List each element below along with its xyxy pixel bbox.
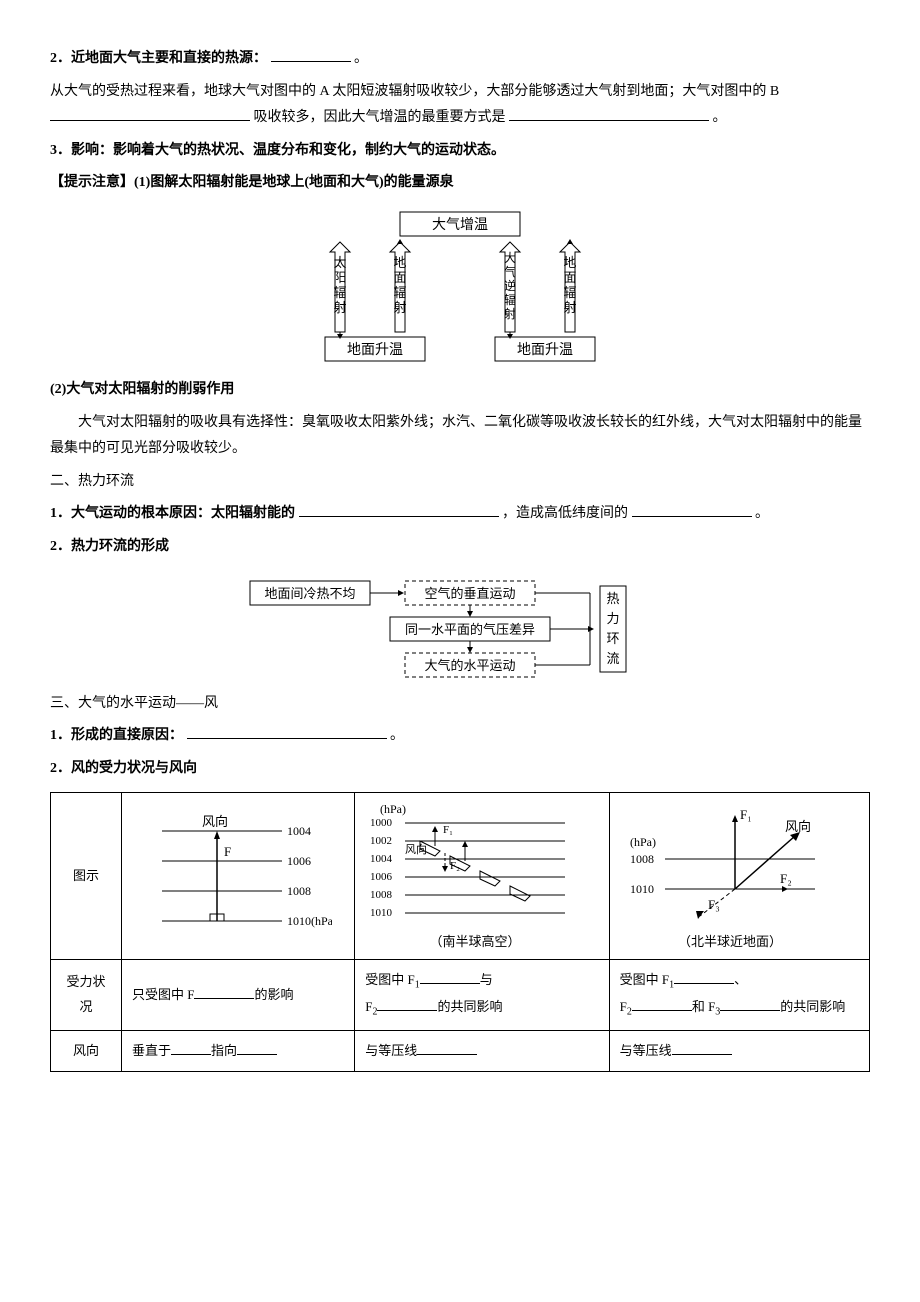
svg-text:1010: 1010 (370, 907, 393, 919)
svg-text:F₁: F₁ (443, 824, 453, 836)
w1-blank1[interactable] (171, 1041, 211, 1055)
q2-blank[interactable] (271, 47, 351, 62)
force-cell-1: 只受图中 F的影响 (122, 960, 355, 1030)
svg-text:风向: 风向 (202, 814, 228, 829)
w2-blank[interactable] (417, 1041, 477, 1055)
p1: 从大气的受热过程来看，地球大气对图中的 A 太阳短波辐射吸收较少，大部分能够透过… (50, 79, 870, 132)
q2-line: 2．近地面大气主要和直接的热源： 。 (50, 46, 870, 73)
row-hdr-1: 图示 (51, 793, 122, 960)
c3-blank3[interactable] (720, 997, 780, 1011)
row-hdr-3: 风向 (51, 1030, 122, 1072)
svg-text:F₂: F₂ (450, 860, 460, 872)
svg-text:地面辐射: 地面辐射 (393, 255, 406, 315)
svg-text:大气逆辐射: 大气逆辐射 (504, 251, 516, 321)
chart-cell-1: 风向 1004 1006 1008 1010(hPa) F (122, 793, 355, 960)
row-hdr-2: 受力状况 (51, 960, 122, 1030)
svg-text:1010(hPa): 1010(hPa) (287, 914, 332, 928)
svg-text:F₃: F₃ (708, 897, 720, 912)
wind-cell-1: 垂直于指向 (122, 1030, 355, 1072)
c2-blank2[interactable] (377, 997, 437, 1011)
wind-cell-3: 与等压线 (609, 1030, 869, 1072)
wind-cell-2: 与等压线 (355, 1030, 609, 1072)
chart-cell-2: (hPa) 1000 1002 1004 1006 1008 1010 风向 F… (355, 793, 609, 960)
p2-body: 大气对太阳辐射的吸收具有选择性：臭氧吸收太阳紫外线；水汽、二氧化碳等吸收波长较长… (50, 410, 870, 463)
arrow-col-2: 地面辐射 (390, 239, 410, 332)
svg-text:1008: 1008 (287, 884, 311, 898)
svg-text:1008: 1008 (630, 852, 654, 866)
q2-after: 。 (354, 51, 368, 66)
s3-q1: 1．形成的直接原因： 。 (50, 723, 870, 750)
p1b: 吸收较多，因此大气增温的最重要方式是 (254, 110, 506, 125)
s2-q1: 1．大气运动的根本原因：太阳辐射能的 ，造成高低纬度间的 。 (50, 501, 870, 528)
s3-hdr: 三、大气的水平运动——风 (50, 691, 870, 718)
svg-text:1010: 1010 (630, 882, 654, 896)
svg-text:风向: 风向 (405, 842, 427, 856)
force-cell-3: 受图中 F1、 F2和 F3的共同影响 (609, 960, 869, 1030)
svg-text:(hPa): (hPa) (380, 802, 406, 816)
p1-blank1[interactable] (50, 106, 250, 121)
svg-text:1004: 1004 (287, 824, 311, 838)
s2q1-blank1[interactable] (299, 502, 499, 517)
svg-text:(hPa): (hPa) (630, 835, 656, 849)
diagram-heating: 大气增温 地面升温 地面升温 太阳辐射 地面辐射 大气逆辐射 地面辐射 (50, 207, 870, 367)
w3-blank[interactable] (672, 1041, 732, 1055)
svg-text:F: F (224, 844, 231, 859)
svg-text:风向: 风向 (785, 819, 811, 834)
w1-blank2[interactable] (237, 1041, 277, 1055)
c1-blank[interactable] (194, 985, 254, 999)
svg-text:F₁: F₁ (740, 807, 752, 822)
diag1-top: 大气增温 (432, 217, 488, 233)
hint-hdr: 【提示注意】(1)图解太阳辐射能是地球上(地面和大气)的能量源泉 (50, 170, 870, 197)
p1a: 从大气的受热过程来看，地球大气对图中的 A 太阳短波辐射吸收较少，大部分能够透过… (50, 84, 779, 99)
arrow-col-3: 大气逆辐射 (500, 242, 520, 339)
svg-text:1006: 1006 (287, 854, 311, 868)
svg-text:1004: 1004 (370, 853, 393, 865)
s3-q2: 2．风的受力状况与风向 (50, 756, 870, 783)
q2-label: 2．近地面大气主要和直接的热源： (50, 51, 267, 66)
svg-text:1000: 1000 (370, 817, 393, 829)
c3-blank1[interactable] (674, 970, 734, 984)
svg-text:1002: 1002 (370, 835, 392, 847)
s3q1-blank[interactable] (187, 724, 387, 739)
svg-text:（南半球高空）: （南半球高空） (430, 934, 521, 949)
svg-text:地面升温: 地面升温 (347, 342, 403, 358)
wind-table: 图示 风向 1004 1006 1008 1010(hPa) F (hPa) 1… (50, 792, 870, 1072)
arrow-col-4: 地面辐射 (560, 239, 580, 332)
chart-cell-3: (hPa) 1008 1010 F₁ 风向 F₂ F₃ （北半球近地面） (609, 793, 869, 960)
force-cell-2: 受图中 F1与 F2的共同影响 (355, 960, 609, 1030)
s2q1-blank2[interactable] (632, 502, 752, 517)
diagram-circulation: 地面间冷热不均 空气的垂直运动 同一水平面的气压差异 大气的水平运动 热力环流 (50, 571, 870, 681)
svg-text:大气的水平运动: 大气的水平运动 (424, 658, 515, 673)
svg-text:1008: 1008 (370, 889, 393, 901)
c2-blank1[interactable] (420, 970, 480, 984)
arrow-col-1: 太阳辐射 (330, 242, 350, 339)
svg-text:同一水平面的气压差异: 同一水平面的气压差异 (405, 622, 535, 637)
svg-text:空气的垂直运动: 空气的垂直运动 (424, 586, 515, 601)
s2-hdr: 二、热力环流 (50, 469, 870, 496)
p1-blank2[interactable] (509, 106, 709, 121)
svg-text:地面升温: 地面升温 (517, 342, 573, 358)
svg-text:地面辐射: 地面辐射 (563, 255, 576, 315)
q3: 3．影响：影响着大气的热状况、温度分布和变化，制约大气的运动状态。 (50, 138, 870, 165)
svg-text:地面间冷热不均: 地面间冷热不均 (264, 586, 355, 601)
svg-text:（北半球近地面）: （北半球近地面） (678, 934, 782, 949)
p2-hdr: (2)大气对太阳辐射的削弱作用 (50, 377, 870, 404)
svg-text:太阳辐射: 太阳辐射 (333, 255, 346, 315)
svg-text:F₂: F₂ (780, 871, 792, 886)
svg-text:1006: 1006 (370, 871, 393, 883)
p1c: 。 (713, 110, 727, 125)
c3-blank2[interactable] (632, 997, 692, 1011)
s2-q2: 2．热力环流的形成 (50, 534, 870, 561)
